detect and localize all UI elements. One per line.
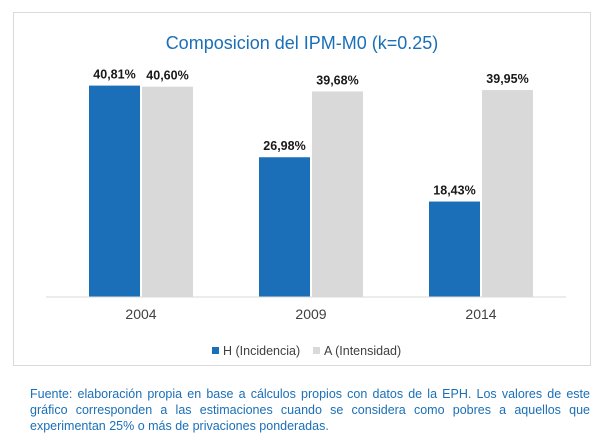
bar-intensidad-2004 <box>142 86 193 297</box>
data-label-incidencia-2009: 26,98% <box>263 139 305 153</box>
data-label-intensidad-2009: 39,68% <box>316 73 358 87</box>
legend-label-intensidad: A (Intensidad) <box>324 344 401 358</box>
bar-chart: 40,81% 40,60% 2004 26,98% 39,68% 2009 18,43% 39… <box>46 68 566 358</box>
bar-incidencia-2009 <box>259 157 310 297</box>
data-label-incidencia-2014: 18,43% <box>433 184 475 198</box>
chart-title: Composicion del IPM-M0 (k=0.25) <box>165 33 439 53</box>
legend-label-incidencia: H (Incidencia) <box>223 344 300 358</box>
x-tick-label-2004: 2004 <box>125 306 156 322</box>
data-label-intensidad-2014: 39,95% <box>486 72 528 86</box>
bar-incidencia-2004 <box>89 85 140 297</box>
legend-swatch-intensidad <box>313 347 320 354</box>
data-label-intensidad-2004: 40,60% <box>146 69 188 83</box>
legend-swatch-incidencia <box>212 347 219 354</box>
x-tick-label-2009: 2009 <box>295 306 326 322</box>
bar-incidencia-2014 <box>429 201 480 297</box>
bar-intensidad-2009 <box>312 91 363 297</box>
source-caption: Fuente: elaboración propia en base a cál… <box>30 387 590 433</box>
bar-intensidad-2014 <box>482 90 533 298</box>
data-label-incidencia-2004: 40,81% <box>93 68 135 82</box>
x-tick-label-2014: 2014 <box>465 306 496 322</box>
